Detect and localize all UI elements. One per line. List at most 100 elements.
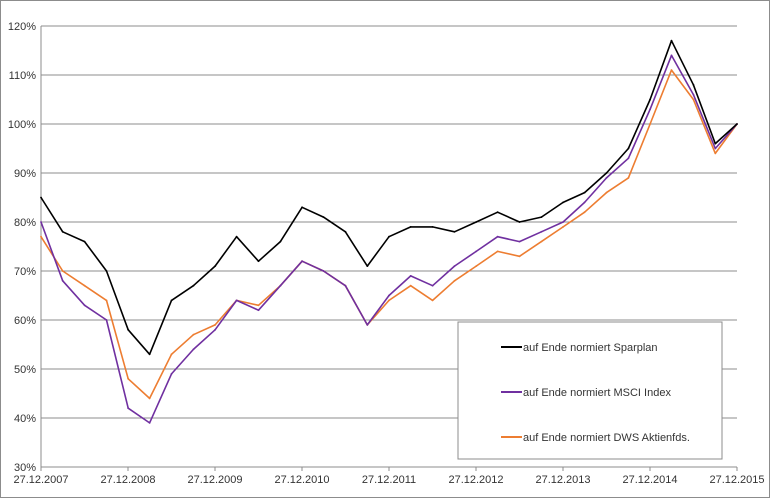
data-point-0 [431,226,434,228]
y-tick-label: 60% [14,315,36,327]
legend-label-0: auf Ende normiert Sparplan [523,342,658,354]
data-point-0 [170,299,173,302]
x-tick-label: 27.12.2014 [622,474,677,486]
data-point-0 [214,265,217,267]
data-point-2 [605,191,608,194]
data-point-1 [562,221,565,223]
data-point-1 [344,284,347,287]
y-tick-label: 100% [8,119,36,131]
y-tick-label: 70% [14,266,36,278]
data-point-1 [170,373,173,375]
data-point-1 [192,348,195,351]
data-point-1 [279,284,282,287]
x-tick-label: 27.12.2011 [362,474,416,486]
data-point-1 [627,157,630,160]
data-point-1 [518,240,521,243]
data-point-2 [409,284,412,287]
y-tick-label: 90% [14,168,36,180]
y-tick-label: 80% [14,217,36,229]
data-point-0 [192,284,195,287]
data-point-2 [148,397,151,400]
data-point-1 [105,319,108,321]
data-point-0 [583,191,586,194]
data-point-2 [583,211,586,214]
x-tick-label: 27.12.2013 [535,474,590,486]
data-point-0 [670,39,673,42]
data-point-1 [61,279,64,282]
data-point-2 [431,299,434,302]
data-point-0 [409,226,412,228]
data-point-0 [40,196,42,199]
data-point-0 [605,172,608,174]
data-point-2 [388,299,390,302]
data-point-2 [518,255,521,258]
data-point-1 [496,235,499,238]
data-point-0 [322,216,325,219]
data-point-2 [127,377,130,380]
data-point-1 [714,147,717,150]
data-point-0 [562,201,565,204]
data-point-1 [40,221,42,223]
data-point-1 [583,201,586,204]
data-point-0 [496,211,499,214]
data-point-1 [431,284,434,287]
data-point-0 [83,240,86,243]
x-tick-label: 27.12.2012 [448,474,503,486]
data-point-0 [453,230,456,233]
data-point-0 [105,270,108,272]
data-point-0 [388,235,390,238]
data-point-2 [496,250,499,253]
x-tick-label: 27.12.2010 [274,474,329,486]
data-point-0 [714,142,717,145]
data-point-0 [475,221,478,223]
data-point-0 [518,221,521,223]
data-point-0 [235,235,238,238]
y-tick-label: 120% [8,21,36,33]
data-point-0 [540,216,543,219]
data-point-1 [301,260,303,263]
legend-label-2: auf Ende normiert DWS Aktienfds. [523,432,690,444]
data-point-2 [714,152,717,155]
data-point-2 [105,299,108,302]
data-point-1 [649,108,651,111]
data-point-2 [670,69,673,71]
data-point-1 [322,270,325,272]
data-point-1 [453,265,456,267]
data-point-0 [127,328,130,331]
data-point-1 [670,54,673,57]
data-point-1 [605,177,608,179]
data-point-0 [257,260,260,263]
x-tick-label: 27.12.2008 [100,474,155,486]
legend-label-1: auf Ende normiert MSCI Index [523,387,671,399]
data-point-0 [344,230,347,233]
data-point-1 [235,299,238,302]
y-tick-label: 50% [14,364,36,376]
x-tick-label: 27.12.2015 [709,474,764,486]
data-point-0 [366,265,369,267]
y-tick-label: 110% [9,70,37,82]
data-point-0 [61,230,64,233]
y-tick-label: 40% [14,413,36,425]
data-point-0 [692,83,695,86]
data-point-2 [453,279,456,282]
data-point-2 [40,235,42,238]
data-point-1 [127,407,130,410]
data-point-0 [301,206,303,209]
data-point-1 [409,275,412,277]
data-point-0 [148,353,151,356]
data-point-1 [257,309,260,312]
data-point-1 [540,230,543,233]
data-point-1 [83,304,86,307]
data-point-2 [627,177,630,179]
data-point-0 [279,240,282,243]
data-point-1 [692,93,695,96]
data-point-0 [649,98,651,101]
data-point-2 [214,324,217,326]
data-point-2 [649,123,651,125]
data-point-0 [627,147,630,150]
data-point-1 [366,324,369,326]
data-point-2 [170,353,173,356]
data-point-1 [148,422,151,424]
